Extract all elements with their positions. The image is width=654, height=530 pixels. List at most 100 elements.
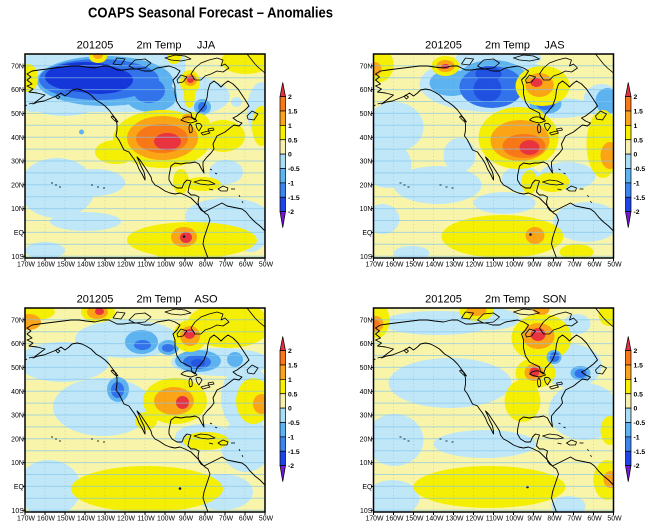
svg-text:-1.5: -1.5 bbox=[288, 449, 300, 456]
svg-text:110W: 110W bbox=[486, 262, 504, 269]
svg-text:201205: 201205 bbox=[77, 40, 114, 52]
svg-text:2m Temp: 2m Temp bbox=[485, 40, 530, 52]
svg-text:201205: 201205 bbox=[425, 294, 462, 306]
svg-text:100W: 100W bbox=[505, 262, 523, 269]
svg-text:-1: -1 bbox=[288, 180, 294, 187]
svg-text:170W: 170W bbox=[17, 262, 35, 269]
svg-text:EQ: EQ bbox=[362, 484, 373, 491]
svg-text:10N: 10N bbox=[360, 460, 373, 467]
svg-text:70W: 70W bbox=[567, 516, 582, 523]
svg-text:1.5: 1.5 bbox=[634, 363, 644, 370]
svg-text:40N: 40N bbox=[360, 135, 373, 142]
svg-text:70N: 70N bbox=[11, 63, 24, 70]
svg-text:170W: 170W bbox=[17, 516, 35, 523]
svg-text:JAS: JAS bbox=[544, 40, 564, 52]
svg-text:90W: 90W bbox=[527, 262, 542, 269]
svg-text:140W: 140W bbox=[425, 516, 443, 523]
svg-text:2: 2 bbox=[634, 348, 638, 355]
svg-text:150W: 150W bbox=[405, 262, 423, 269]
svg-text:70N: 70N bbox=[11, 317, 24, 324]
svg-text:70W: 70W bbox=[567, 262, 582, 269]
svg-text:0.5: 0.5 bbox=[288, 137, 298, 144]
svg-text:80W: 80W bbox=[199, 516, 214, 523]
svg-text:-1.5: -1.5 bbox=[634, 195, 646, 202]
svg-text:130W: 130W bbox=[97, 262, 115, 269]
svg-text:60N: 60N bbox=[11, 341, 24, 348]
svg-text:0: 0 bbox=[634, 406, 638, 413]
svg-text:60N: 60N bbox=[360, 87, 373, 94]
svg-text:2m Temp: 2m Temp bbox=[485, 294, 530, 306]
svg-text:0: 0 bbox=[288, 152, 292, 159]
svg-text:COAPS Seasonal Forecast – Anom: COAPS Seasonal Forecast – Anomalies bbox=[88, 5, 333, 22]
svg-text:130W: 130W bbox=[97, 516, 115, 523]
svg-text:EQ: EQ bbox=[14, 230, 25, 237]
svg-text:1.5: 1.5 bbox=[634, 109, 644, 116]
svg-text:50W: 50W bbox=[259, 262, 274, 269]
svg-text:10S: 10S bbox=[360, 508, 373, 515]
svg-text:110W: 110W bbox=[486, 516, 504, 523]
svg-text:30N: 30N bbox=[360, 159, 373, 166]
svg-text:40N: 40N bbox=[11, 135, 24, 142]
svg-text:0.5: 0.5 bbox=[288, 391, 298, 398]
svg-text:10S: 10S bbox=[12, 254, 25, 261]
svg-text:130W: 130W bbox=[445, 516, 463, 523]
svg-text:110W: 110W bbox=[137, 516, 155, 523]
svg-text:150W: 150W bbox=[405, 516, 423, 523]
svg-text:20N: 20N bbox=[360, 182, 373, 189]
svg-text:160W: 160W bbox=[385, 516, 403, 523]
svg-text:170W: 170W bbox=[365, 516, 383, 523]
svg-text:-0.5: -0.5 bbox=[288, 420, 300, 427]
svg-text:2: 2 bbox=[288, 94, 292, 101]
svg-text:-2: -2 bbox=[634, 463, 640, 470]
svg-text:-1: -1 bbox=[288, 434, 294, 441]
svg-text:-2: -2 bbox=[288, 463, 294, 470]
svg-text:90W: 90W bbox=[179, 262, 194, 269]
svg-text:-2: -2 bbox=[634, 209, 640, 216]
svg-text:150W: 150W bbox=[57, 262, 75, 269]
svg-text:100W: 100W bbox=[505, 516, 523, 523]
svg-text:40N: 40N bbox=[360, 389, 373, 396]
svg-text:50N: 50N bbox=[360, 365, 373, 372]
svg-text:20N: 20N bbox=[11, 436, 24, 443]
svg-text:90W: 90W bbox=[527, 516, 542, 523]
svg-text:-1: -1 bbox=[634, 180, 640, 187]
svg-text:201205: 201205 bbox=[77, 294, 114, 306]
svg-text:2m Temp: 2m Temp bbox=[136, 294, 181, 306]
svg-text:50W: 50W bbox=[607, 516, 622, 523]
svg-text:60W: 60W bbox=[587, 262, 602, 269]
svg-text:170W: 170W bbox=[365, 262, 383, 269]
svg-text:130W: 130W bbox=[445, 262, 463, 269]
svg-text:50N: 50N bbox=[11, 365, 24, 372]
svg-text:10S: 10S bbox=[12, 508, 25, 515]
svg-text:1.5: 1.5 bbox=[288, 363, 298, 370]
svg-text:90W: 90W bbox=[179, 516, 194, 523]
svg-text:2: 2 bbox=[634, 94, 638, 101]
svg-text:-1: -1 bbox=[634, 434, 640, 441]
svg-text:60W: 60W bbox=[239, 262, 254, 269]
svg-text:140W: 140W bbox=[425, 262, 443, 269]
svg-text:0.5: 0.5 bbox=[634, 391, 644, 398]
svg-text:201205: 201205 bbox=[425, 40, 462, 52]
svg-text:140W: 140W bbox=[77, 262, 95, 269]
svg-text:40N: 40N bbox=[11, 389, 24, 396]
svg-text:50W: 50W bbox=[259, 516, 274, 523]
svg-text:2m Temp: 2m Temp bbox=[136, 40, 181, 52]
svg-text:10N: 10N bbox=[11, 460, 24, 467]
svg-text:10N: 10N bbox=[360, 206, 373, 213]
svg-text:60W: 60W bbox=[587, 516, 602, 523]
svg-text:0: 0 bbox=[288, 406, 292, 413]
svg-text:60N: 60N bbox=[11, 87, 24, 94]
svg-text:0.5: 0.5 bbox=[634, 137, 644, 144]
svg-text:50N: 50N bbox=[360, 111, 373, 118]
svg-text:20N: 20N bbox=[11, 182, 24, 189]
svg-text:1: 1 bbox=[634, 377, 638, 384]
svg-text:80W: 80W bbox=[547, 516, 562, 523]
svg-text:-1.5: -1.5 bbox=[634, 449, 646, 456]
svg-text:50N: 50N bbox=[11, 111, 24, 118]
svg-text:160W: 160W bbox=[385, 262, 403, 269]
svg-text:20N: 20N bbox=[360, 436, 373, 443]
svg-text:EQ: EQ bbox=[14, 484, 25, 491]
svg-text:120W: 120W bbox=[465, 516, 483, 523]
svg-text:10S: 10S bbox=[360, 254, 373, 261]
svg-text:-1.5: -1.5 bbox=[288, 195, 300, 202]
